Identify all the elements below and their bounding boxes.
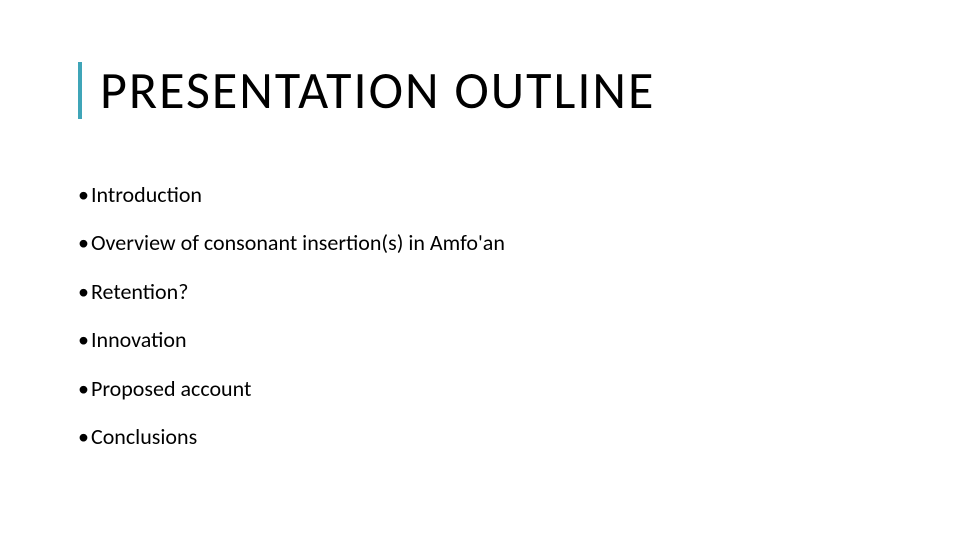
title-accent-bar: PRESENTATION OUTLINE: [78, 62, 655, 119]
slide: PRESENTATION OUTLINE •Introduction •Over…: [0, 0, 960, 540]
list-item: •Innovation: [78, 327, 900, 353]
list-item: •Overview of consonant insertion(s) in A…: [78, 230, 900, 256]
bullet-text: Conclusions: [91, 423, 197, 450]
bullet-text: Introduction: [91, 181, 202, 208]
slide-title: PRESENTATION OUTLINE: [100, 62, 655, 119]
list-item: •Introduction: [78, 182, 900, 208]
list-item: •Conclusions: [78, 424, 900, 450]
bullet-text: Retention?: [91, 278, 188, 305]
bullet-text: Proposed account: [91, 375, 251, 402]
bullet-marker-icon: •: [78, 424, 89, 450]
bullet-text: Overview of consonant insertion(s) in Am…: [91, 229, 505, 256]
bullet-list: •Introduction •Overview of consonant ins…: [78, 182, 900, 472]
bullet-marker-icon: •: [78, 376, 89, 402]
bullet-text: Innovation: [91, 326, 187, 353]
list-item: •Retention?: [78, 279, 900, 305]
list-item: •Proposed account: [78, 376, 900, 402]
bullet-marker-icon: •: [78, 327, 89, 353]
bullet-marker-icon: •: [78, 279, 89, 305]
bullet-marker-icon: •: [78, 182, 89, 208]
bullet-marker-icon: •: [78, 230, 89, 256]
